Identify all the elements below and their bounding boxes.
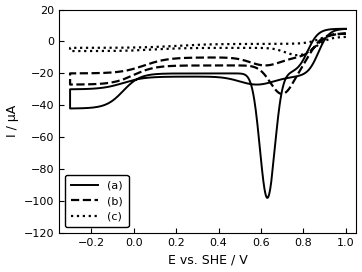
Line: (b): (b) [70, 34, 346, 94]
X-axis label: E vs. SHE / V: E vs. SHE / V [168, 254, 248, 267]
(b) [344, 32, 348, 35]
(c) [94, 50, 98, 53]
(a) [308, 66, 313, 69]
(a) [265, 196, 270, 199]
(c) [333, 36, 338, 39]
(b) [333, 33, 338, 36]
(b) [245, 64, 249, 67]
(a) [172, 75, 177, 78]
(a) [75, 88, 79, 91]
(c) [172, 44, 177, 48]
(a) [245, 75, 249, 78]
(c) [308, 40, 313, 44]
(c) [295, 54, 300, 57]
(a) [94, 106, 98, 109]
(c) [75, 46, 79, 50]
(c) [344, 32, 348, 35]
Legend: (a), (b), (c): (a), (b), (c) [65, 175, 129, 227]
(b) [75, 72, 79, 75]
(b) [280, 92, 284, 95]
(c) [245, 46, 249, 50]
(a) [344, 27, 348, 30]
Y-axis label: I / µA: I / µA [5, 105, 18, 137]
Line: (c): (c) [70, 34, 346, 55]
Line: (a): (a) [70, 29, 346, 198]
(a) [344, 27, 348, 31]
(b) [344, 32, 348, 35]
(b) [308, 49, 313, 52]
(b) [94, 82, 98, 86]
(b) [172, 57, 177, 60]
(a) [333, 27, 338, 30]
(c) [344, 35, 348, 39]
